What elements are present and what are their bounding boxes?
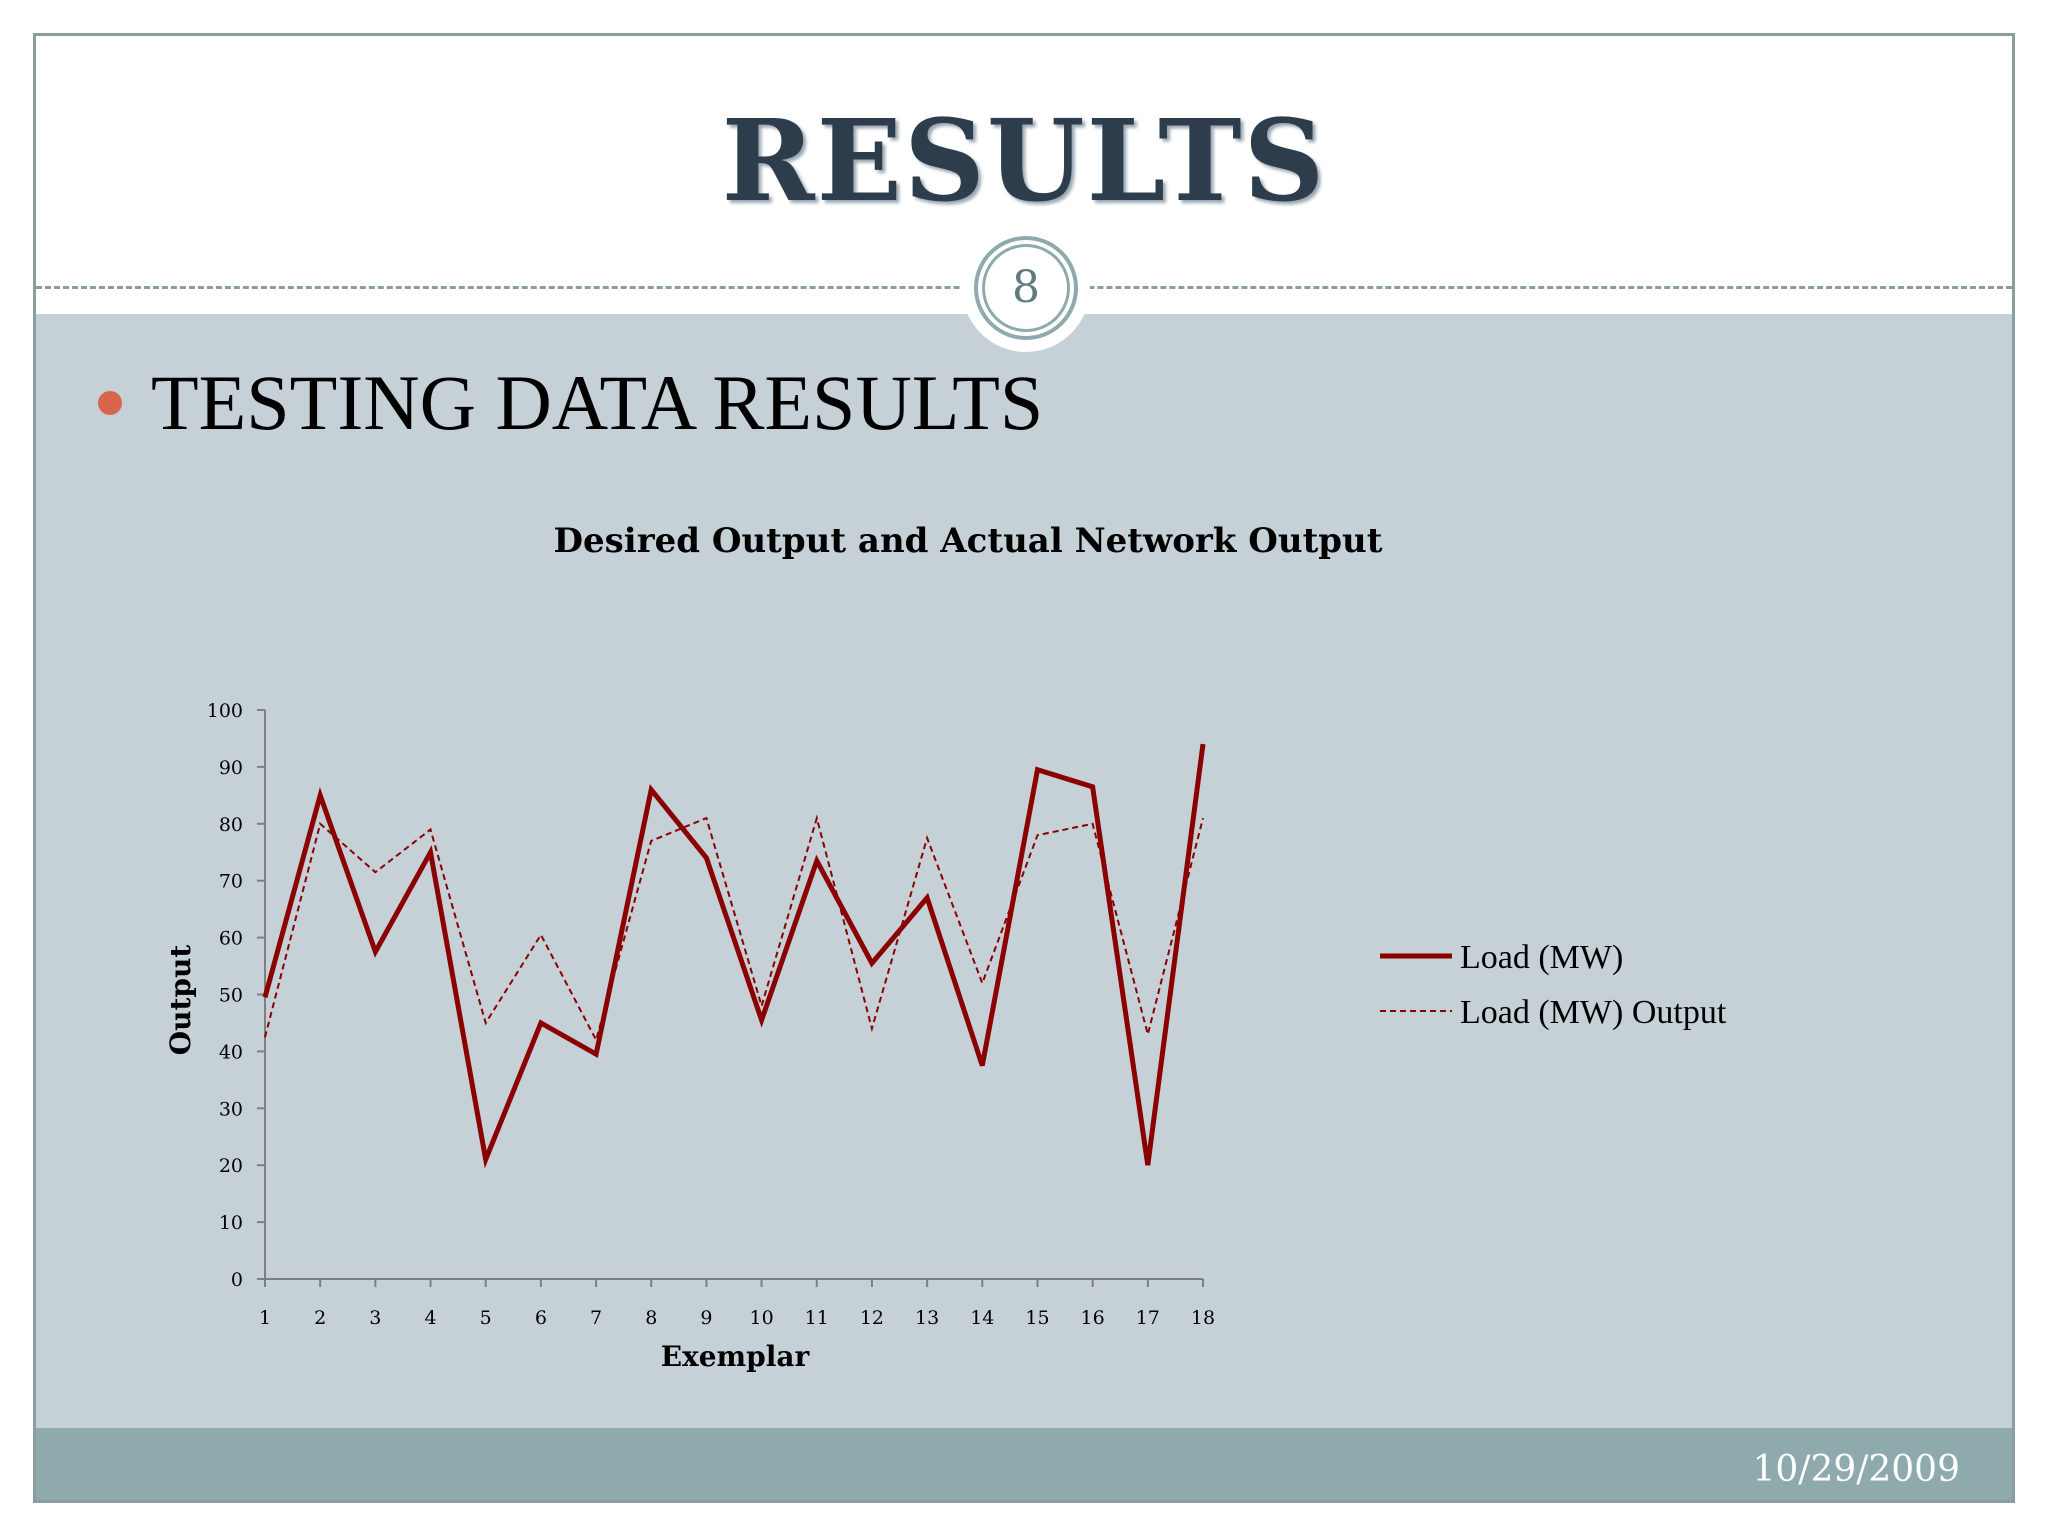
x-tick-label: 7: [590, 1307, 602, 1329]
slide: 10/29/2009 RESULTS 8 TESTING DATA RESULT…: [33, 33, 2015, 1503]
x-tick-label: 18: [1191, 1307, 1215, 1329]
y-tick-label: 100: [207, 700, 243, 722]
series-line-load-mw: [262, 743, 1206, 1169]
y-tick-label: 40: [219, 1041, 243, 1063]
slide-date: 10/29/2009: [1752, 1449, 1961, 1490]
x-tick-label: 16: [1081, 1307, 1105, 1329]
x-tick-label: 8: [645, 1307, 657, 1329]
x-tick-label: 1: [259, 1307, 271, 1329]
x-axis-label: Exemplar: [661, 1340, 811, 1373]
y-tick-label: 60: [219, 928, 243, 950]
footer-bar: 10/29/2009: [36, 1428, 2012, 1500]
x-tick-label: 13: [915, 1307, 939, 1329]
x-tick-label: 2: [314, 1307, 326, 1329]
chart-title: Desired Output and Actual Network Output: [554, 521, 1383, 561]
x-tick-label: 3: [369, 1307, 381, 1329]
y-tick-label: 30: [219, 1098, 243, 1120]
y-tick-label: 50: [219, 985, 243, 1007]
bullet-text: TESTING DATA RESULTS: [151, 359, 1044, 446]
y-axis-label: Output: [164, 945, 197, 1056]
series-line-load-mw-output: [264, 814, 1204, 1043]
x-tick-label: 9: [700, 1307, 712, 1329]
x-tick-label: 14: [970, 1307, 994, 1329]
y-tick-label: 80: [219, 814, 243, 836]
x-tick-label: 10: [749, 1307, 773, 1329]
x-tick-label: 15: [1025, 1307, 1049, 1329]
x-tick-label: 6: [535, 1307, 547, 1329]
y-tick-label: 10: [219, 1212, 243, 1234]
page-number: 8: [1012, 262, 1040, 313]
x-tick-label: 11: [805, 1307, 829, 1329]
x-tick-label: 5: [480, 1307, 492, 1329]
x-tick-label: 17: [1136, 1307, 1160, 1329]
y-tick-label: 20: [219, 1155, 243, 1177]
slide-title: RESULTS: [721, 96, 1327, 227]
y-tick-label: 90: [219, 757, 243, 779]
legend-label: Load (MW) Output: [1460, 994, 1727, 1031]
y-tick-label: 0: [231, 1269, 243, 1291]
x-tick-label: 12: [860, 1307, 884, 1329]
legend-label: Load (MW): [1460, 939, 1623, 976]
x-tick-label: 4: [424, 1307, 436, 1329]
bullet-dot-icon: [98, 391, 122, 415]
y-tick-label: 70: [219, 871, 243, 893]
page-badge-inner-ring: [982, 244, 1070, 332]
